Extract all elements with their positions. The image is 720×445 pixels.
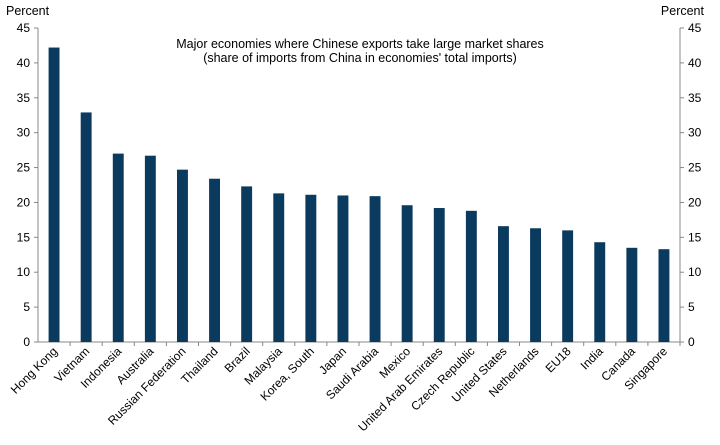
bar	[433, 208, 445, 342]
left-y-tick-label: 0	[23, 335, 30, 349]
left-y-tick-label: 15	[17, 230, 31, 244]
bar	[337, 195, 349, 342]
bar	[465, 210, 477, 342]
bar	[80, 112, 92, 342]
bar	[209, 178, 221, 342]
bar	[626, 247, 638, 342]
right-y-tick-label: 40	[688, 56, 702, 70]
right-y-tick-label: 10	[688, 265, 702, 279]
right-y-tick-label: 5	[688, 300, 695, 314]
left-y-tick-label: 25	[17, 161, 31, 175]
bar	[48, 47, 60, 342]
bar	[562, 230, 574, 342]
left-y-tick-label: 40	[17, 56, 31, 70]
left-y-tick-label: 10	[17, 265, 31, 279]
bar	[241, 186, 253, 342]
right-y-tick-label: 35	[688, 91, 702, 105]
right-axis-unit-label: Percent	[660, 4, 704, 18]
bar	[530, 228, 542, 342]
bar	[369, 196, 381, 342]
left-y-tick-label: 45	[17, 21, 31, 35]
x-tick-label: EU18	[543, 344, 574, 375]
bar	[176, 169, 188, 342]
left-y-tick-label: 35	[17, 91, 31, 105]
chart-subtitle: (share of imports from China in economie…	[203, 51, 517, 65]
right-y-tick-label: 25	[688, 161, 702, 175]
right-y-tick-label: 45	[688, 21, 702, 35]
bar	[658, 249, 670, 342]
bar	[401, 205, 413, 342]
bar	[497, 226, 509, 342]
right-y-tick-label: 30	[688, 126, 702, 140]
left-y-tick-label: 30	[17, 126, 31, 140]
left-y-tick-label: 20	[17, 195, 31, 209]
x-tick-label: India	[578, 344, 607, 373]
right-y-tick-label: 0	[688, 335, 695, 349]
bar	[273, 193, 285, 342]
right-y-tick-label: 20	[688, 195, 702, 209]
chart-title: Major economies where Chinese exports ta…	[176, 37, 544, 51]
bar	[112, 153, 124, 342]
right-y-tick-label: 15	[688, 230, 702, 244]
bar	[144, 155, 156, 342]
left-axis-unit-label: Percent	[6, 4, 50, 18]
x-tick-label: Hong Kong	[8, 344, 60, 396]
bar	[305, 194, 317, 342]
bar	[594, 242, 606, 342]
left-y-tick-label: 5	[23, 300, 30, 314]
